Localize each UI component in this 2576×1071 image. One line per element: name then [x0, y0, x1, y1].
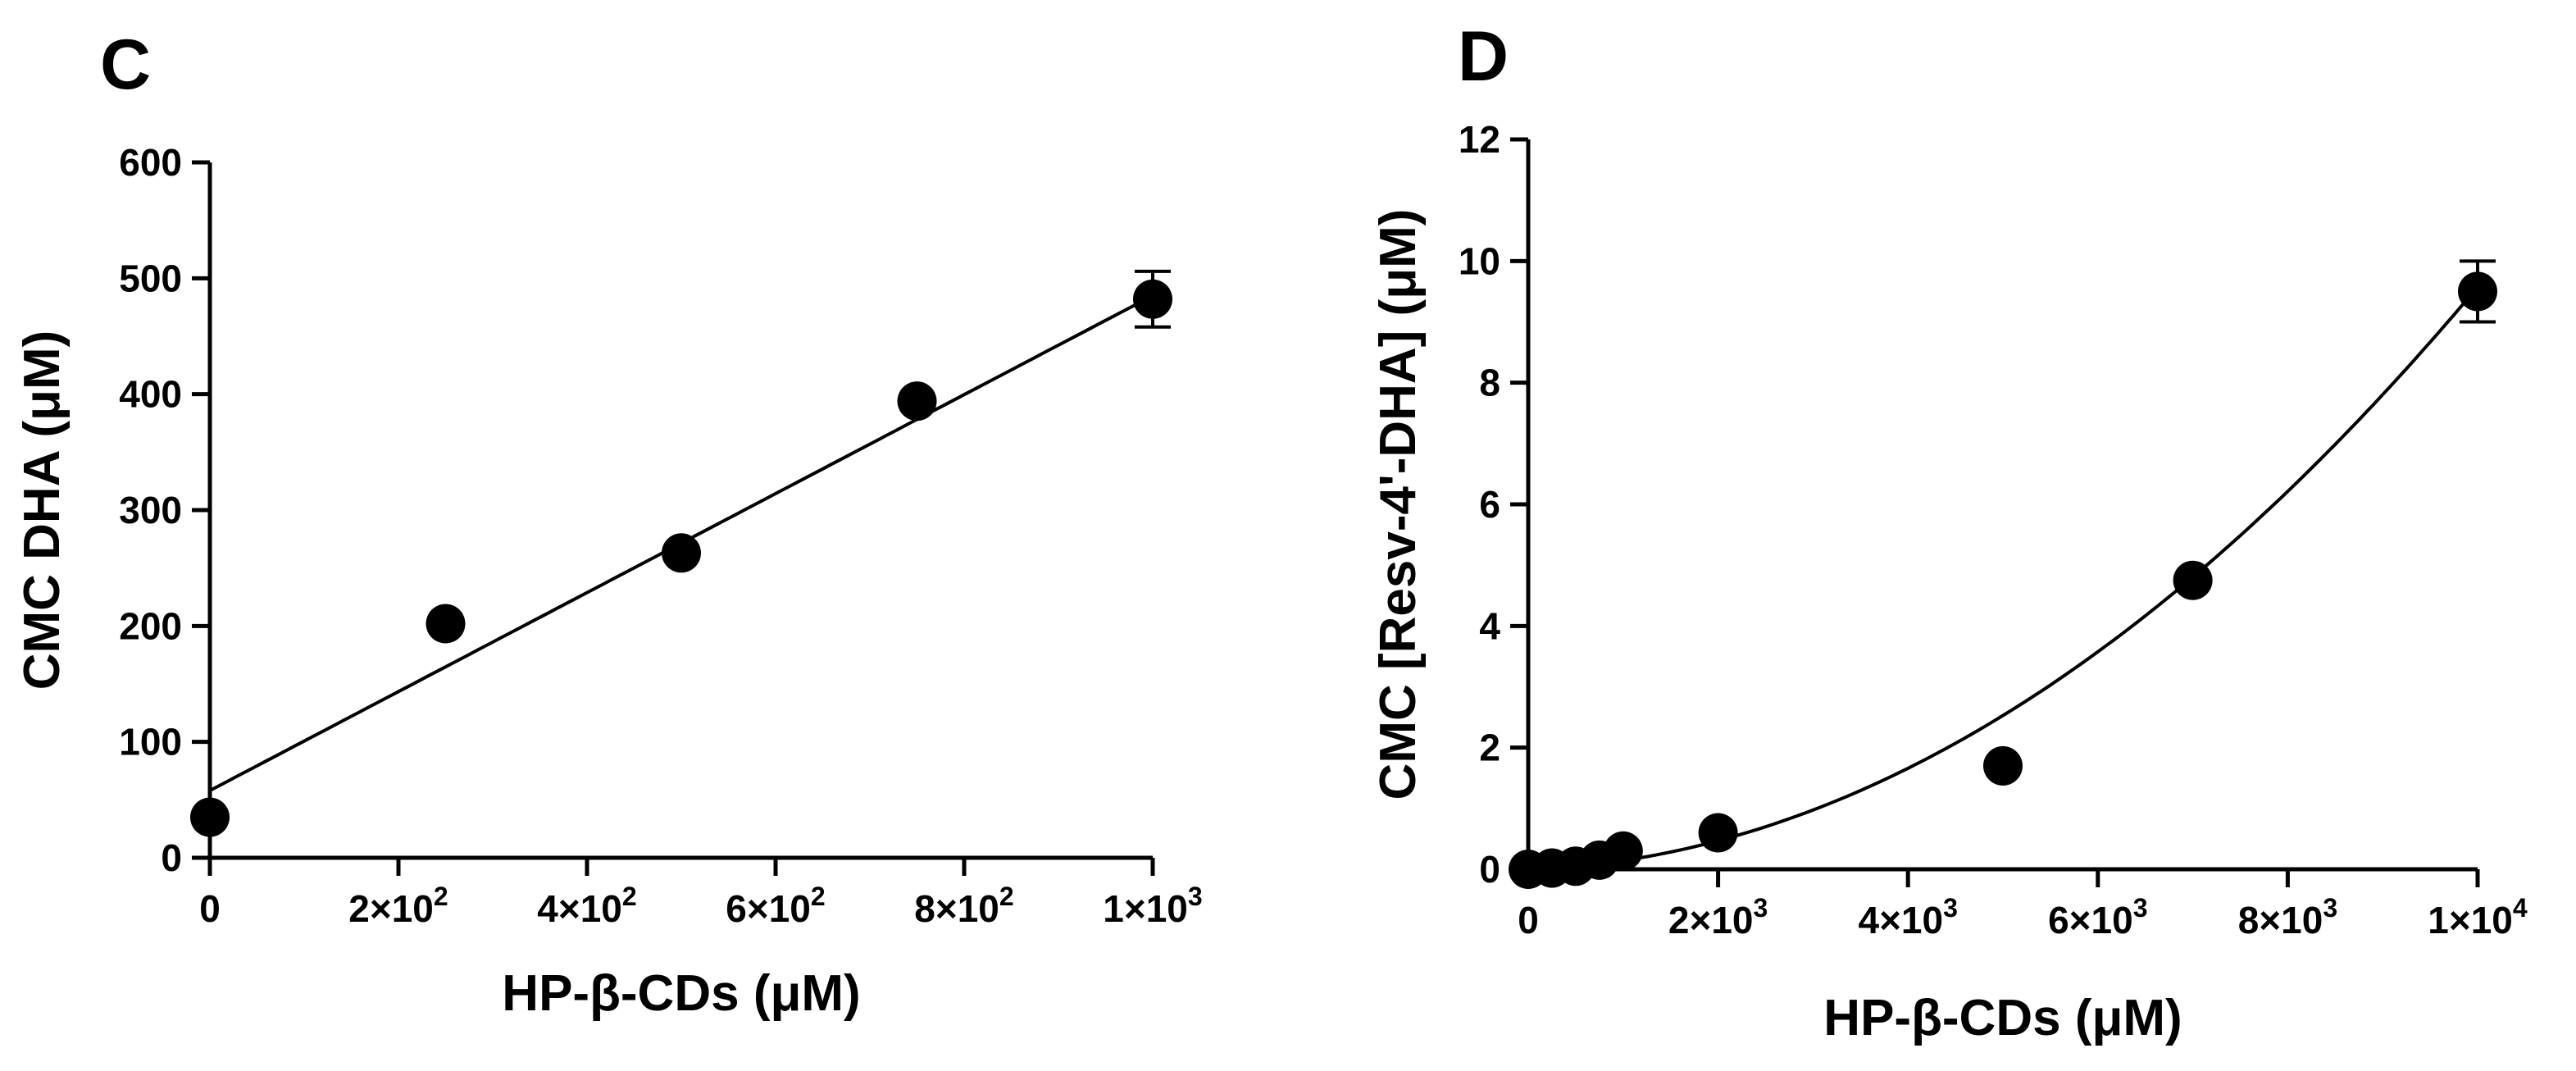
panel-c-points: [190, 269, 1172, 837]
y-tick-label: 8: [1479, 362, 1500, 404]
y-tick-label: 0: [161, 836, 182, 879]
panel-d-fit: [1527, 285, 2479, 871]
y-tick-label: 6: [1479, 483, 1500, 526]
panel-d-y-axis-title: CMC [Resv-4'-DHA] (μM): [1370, 209, 1427, 800]
x-tick-label: 4×102: [537, 882, 636, 930]
y-tick-label: 600: [119, 141, 182, 184]
x-tick-label: 6×103: [2048, 893, 2147, 941]
data-point: [1698, 813, 1738, 853]
y-tick-label: 10: [1459, 239, 1500, 282]
x-tick-label: 6×102: [726, 882, 825, 930]
y-tick-label: 4: [1479, 604, 1500, 647]
y-tick-label: 400: [119, 373, 182, 416]
x-tick-label: 2×103: [1668, 893, 1768, 941]
panel-c-y-axis-title: CMC DHA (μM): [14, 330, 71, 690]
panel-c-y-ticks: 0 100 200 300 400 500 600: [119, 141, 210, 879]
x-tick-label: 0: [199, 887, 221, 930]
x-tick-label: 2×102: [348, 882, 448, 930]
data-point: [1133, 279, 1172, 319]
y-tick-label: 500: [119, 257, 182, 299]
y-tick-label: 200: [119, 604, 182, 647]
data-point: [1983, 745, 2023, 786]
panel-d-x-axis-title: HP-β-CDs (μM): [1823, 990, 2182, 1046]
data-point: [190, 797, 230, 837]
x-tick-label: 8×103: [2238, 893, 2337, 941]
data-point: [662, 533, 701, 573]
x-tick-label: 8×102: [914, 882, 1013, 930]
panel-d: D 0 2 4 6 8 10 12 0 2×103 4×103 6×103 8×103 1×104 H…: [1370, 17, 2528, 1046]
data-point: [2458, 271, 2497, 312]
y-tick-label: 100: [119, 721, 182, 763]
y-tick-label: 0: [1479, 848, 1500, 891]
panel-d-x-ticks: 0 2×103 4×103 6×103 8×103 1×104: [1518, 869, 2528, 941]
panel-d-y-ticks: 0 2 4 6 8 10 12: [1459, 118, 1528, 891]
x-tick-label: 1×104: [2428, 893, 2528, 941]
data-point: [2173, 560, 2213, 600]
panel-d-points: [1509, 259, 2497, 889]
y-tick-label: 2: [1479, 727, 1500, 769]
data-point: [426, 604, 466, 644]
panel-c-x-axis-title: HP-β-CDs (μM): [502, 965, 860, 1022]
y-tick-label: 12: [1459, 118, 1500, 161]
panel-d-letter: D: [1458, 17, 1509, 96]
panel-c-x-ticks: 0 2×102 4×102 6×102 8×102 1×103: [199, 858, 1203, 930]
panel-c: C 0 100 200 300 400 500 600 0 2×102 4×102 6×102 8×…: [14, 25, 1203, 1022]
x-tick-label: 4×103: [1858, 893, 1957, 941]
x-tick-label: 1×103: [1103, 882, 1202, 930]
data-point: [1603, 831, 1643, 871]
data-point: [897, 381, 937, 422]
y-tick-label: 300: [119, 489, 182, 531]
fit-line: [1527, 285, 2479, 871]
x-tick-label: 0: [1518, 899, 1539, 941]
panel-c-letter: C: [100, 25, 151, 104]
